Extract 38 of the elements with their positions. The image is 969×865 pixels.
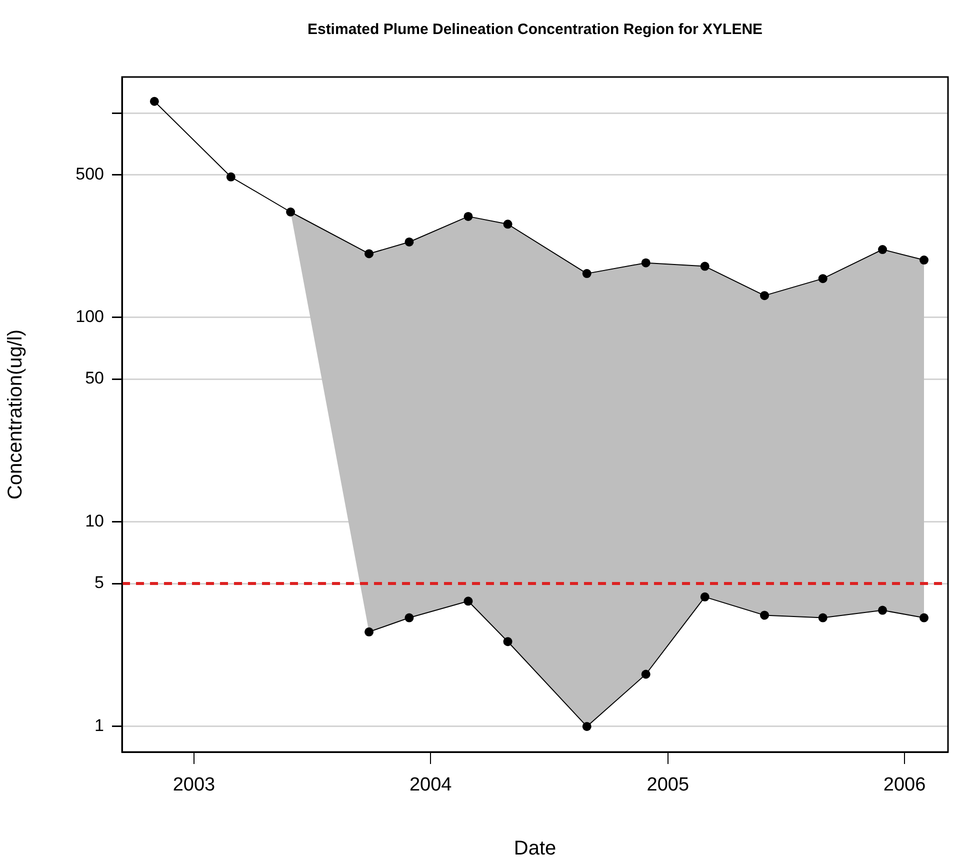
point — [150, 96, 159, 106]
point — [878, 606, 888, 615]
y-tick-label: 50 — [85, 368, 104, 388]
point — [226, 172, 236, 182]
point — [818, 274, 828, 284]
point — [760, 291, 770, 300]
x-tick-label: 2006 — [883, 774, 926, 796]
x-tick-label: 2005 — [646, 774, 690, 796]
point — [920, 256, 929, 265]
point — [364, 249, 374, 258]
point — [920, 613, 929, 622]
y-tick-label: 10 — [85, 512, 104, 531]
y-axis-title: Concentration(ug/l) — [4, 329, 27, 500]
point — [818, 613, 828, 622]
point — [641, 258, 650, 268]
point — [404, 613, 414, 622]
point — [364, 627, 374, 636]
point — [503, 637, 512, 646]
point — [760, 610, 770, 620]
point — [286, 208, 296, 217]
point — [404, 237, 414, 246]
x-tick-label: 2004 — [409, 774, 452, 796]
point — [503, 220, 512, 229]
y-tick-label: 100 — [76, 307, 104, 326]
point — [700, 592, 710, 602]
point — [582, 722, 592, 731]
y-tick-label: 5 — [94, 573, 104, 592]
point — [464, 596, 473, 606]
point — [641, 670, 650, 679]
point — [700, 262, 710, 271]
x-axis-title: Date — [514, 838, 556, 860]
point — [878, 245, 888, 254]
y-tick-label: 500 — [76, 164, 104, 184]
y-tick-label: 1 — [94, 716, 104, 736]
x-tick-label: 2003 — [172, 774, 216, 796]
point — [464, 212, 473, 221]
point — [582, 269, 592, 278]
chart-title: Estimated Plume Delineation Concentration Region for XYLENE — [307, 21, 763, 38]
